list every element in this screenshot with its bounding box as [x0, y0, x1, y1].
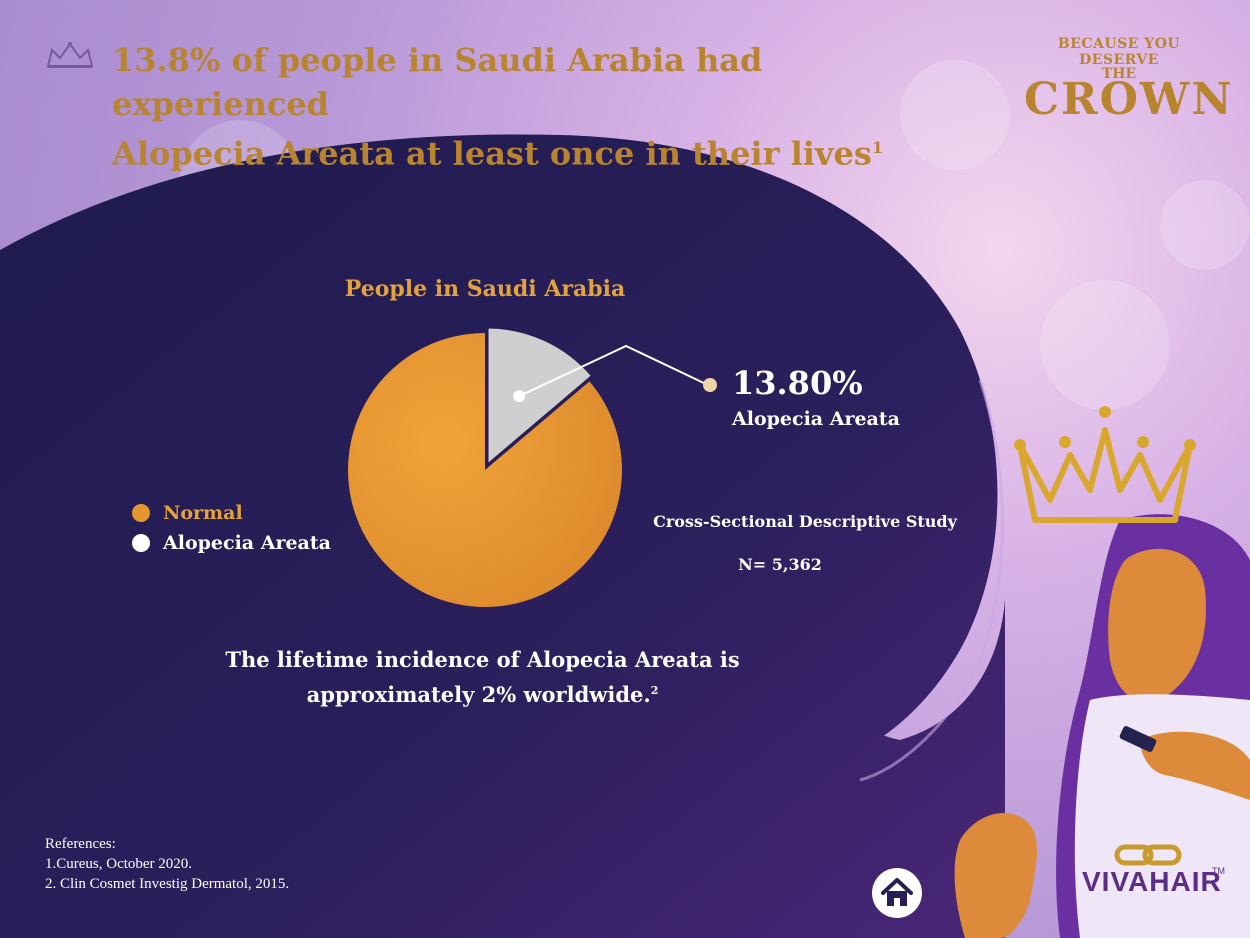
callout-leader-line — [518, 344, 709, 398]
legend-swatch-alopecia — [132, 534, 150, 552]
title-line-2: Alopecia Areata at least once in their l… — [112, 134, 872, 173]
bokeh-light — [1040, 280, 1170, 410]
callout-end-dot — [703, 378, 717, 392]
study-design: Cross-Sectional Descriptive Study — [653, 512, 957, 531]
callout-label: Alopecia Areata — [732, 408, 900, 430]
references: References: 1.Cureus, October 2020. 2. C… — [45, 834, 289, 894]
legend-label-normal: Normal — [163, 502, 243, 524]
bokeh-light — [1160, 180, 1250, 270]
legend-item-normal: Normal — [132, 498, 331, 528]
legend-item-alopecia: Alopecia Areata — [132, 528, 331, 558]
reference-item-1: 1.Cureus, October 2020. — [45, 856, 193, 872]
brand-logo: VIVAHAIR — [1082, 866, 1222, 897]
brand-tagline: Because you deserve The Crown — [1024, 36, 1234, 125]
trademark-mark: TM — [1212, 866, 1225, 876]
reference-item-2: 2. Clin Cosmet Investig Dermatol, 2015. — [45, 876, 290, 892]
chart-title: People in Saudi Arabia — [344, 276, 626, 302]
incidence-line-1: The lifetime incidence of Alopecia Areat… — [225, 647, 740, 672]
bokeh-light — [900, 60, 1010, 170]
page-title: 13.8% of people in Saudi Arabia had expe… — [112, 38, 972, 176]
chart-legend: Normal Alopecia Areata — [132, 498, 331, 558]
legend-swatch-normal — [132, 504, 150, 522]
tagline-the: The — [1101, 66, 1137, 82]
references-heading: References: — [45, 836, 116, 852]
home-button[interactable] — [872, 868, 922, 918]
pie-slice-alopecia-areata — [486, 326, 594, 467]
tagline-crown: Crown — [1024, 74, 1234, 125]
tagline-text: Because you deserve — [1057, 36, 1181, 68]
incidence-note: The lifetime incidence of Alopecia Areat… — [200, 644, 765, 710]
callout-value: 13.80% — [732, 364, 863, 402]
incidence-line-2: approximately 2% worldwide. — [306, 682, 651, 707]
legend-label-alopecia: Alopecia Areata — [163, 532, 331, 554]
callout-anchor-dot — [513, 390, 526, 403]
pie-slice-normal — [347, 333, 622, 607]
title-reference-marker: 1 — [871, 138, 883, 157]
incidence-reference-marker: 2 — [650, 684, 659, 697]
sample-size: N= 5,362 — [738, 555, 822, 574]
tiara-icon — [46, 42, 94, 68]
chain-logo-icon — [1114, 844, 1182, 866]
title-line-1: 13.8% of people in Saudi Arabia had expe… — [112, 41, 763, 123]
home-icon — [881, 878, 913, 906]
